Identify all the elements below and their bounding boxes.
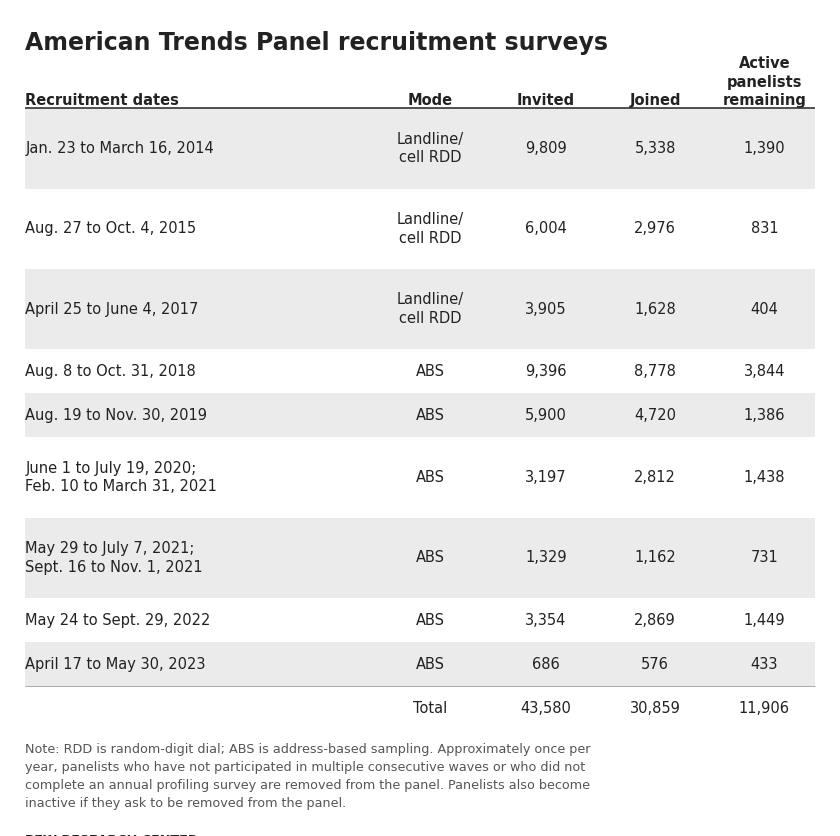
Text: 3,354: 3,354 [525, 613, 567, 628]
Text: ABS: ABS [416, 550, 445, 565]
Text: 576: 576 [641, 656, 669, 671]
Bar [25, 269, 815, 349]
Text: Landline/
cell RDD: Landline/ cell RDD [397, 293, 464, 326]
Text: Total: Total [413, 701, 448, 716]
Text: June 1 to July 19, 2020;
Feb. 10 to March 31, 2021: June 1 to July 19, 2020; Feb. 10 to Marc… [25, 461, 217, 494]
Text: 3,905: 3,905 [525, 302, 567, 317]
Text: 5,338: 5,338 [634, 141, 676, 156]
Text: Aug. 19 to Nov. 30, 2019: Aug. 19 to Nov. 30, 2019 [25, 408, 207, 423]
Text: Active
panelists
remaining: Active panelists remaining [722, 56, 806, 109]
Text: 4,720: 4,720 [634, 408, 676, 423]
Text: 9,809: 9,809 [525, 141, 567, 156]
Text: 43,580: 43,580 [521, 701, 571, 716]
Text: 404: 404 [750, 302, 779, 317]
Text: 2,976: 2,976 [634, 222, 676, 237]
Text: 831: 831 [751, 222, 778, 237]
Text: 1,628: 1,628 [634, 302, 676, 317]
Text: 2,869: 2,869 [634, 613, 676, 628]
Text: April 17 to May 30, 2023: April 17 to May 30, 2023 [25, 656, 206, 671]
Text: Aug. 8 to Oct. 31, 2018: Aug. 8 to Oct. 31, 2018 [25, 364, 196, 379]
Text: 2,812: 2,812 [634, 470, 676, 485]
Text: 9,396: 9,396 [525, 364, 567, 379]
Text: ABS: ABS [416, 613, 445, 628]
Text: American Trends Panel recruitment surveys: American Trends Panel recruitment survey… [25, 32, 608, 55]
Text: ABS: ABS [416, 470, 445, 485]
Text: 11,906: 11,906 [739, 701, 790, 716]
Text: 1,329: 1,329 [525, 550, 567, 565]
Text: May 29 to July 7, 2021;
Sept. 16 to Nov. 1, 2021: May 29 to July 7, 2021; Sept. 16 to Nov.… [25, 541, 202, 575]
Text: 30,859: 30,859 [630, 701, 680, 716]
Text: Recruitment dates: Recruitment dates [25, 94, 179, 109]
Text: 731: 731 [750, 550, 779, 565]
Text: Mode: Mode [408, 94, 453, 109]
Text: PEW RESEARCH CENTER: PEW RESEARCH CENTER [25, 833, 198, 836]
Text: 8,778: 8,778 [634, 364, 676, 379]
Bar [25, 517, 815, 598]
Text: 1,386: 1,386 [743, 408, 785, 423]
Text: 5,900: 5,900 [525, 408, 567, 423]
Bar [25, 394, 815, 437]
Text: April 25 to June 4, 2017: April 25 to June 4, 2017 [25, 302, 198, 317]
Text: Invited: Invited [517, 94, 575, 109]
Text: 6,004: 6,004 [525, 222, 567, 237]
Text: May 24 to Sept. 29, 2022: May 24 to Sept. 29, 2022 [25, 613, 211, 628]
Text: ABS: ABS [416, 408, 445, 423]
Text: Landline/
cell RDD: Landline/ cell RDD [397, 212, 464, 246]
Text: Joined: Joined [629, 94, 681, 109]
Text: 1,449: 1,449 [743, 613, 785, 628]
Bar [25, 109, 815, 189]
Text: 1,162: 1,162 [634, 550, 676, 565]
Text: Aug. 27 to Oct. 4, 2015: Aug. 27 to Oct. 4, 2015 [25, 222, 197, 237]
Text: Landline/
cell RDD: Landline/ cell RDD [397, 132, 464, 166]
Text: 686: 686 [532, 656, 560, 671]
Text: 3,844: 3,844 [743, 364, 785, 379]
Text: ABS: ABS [416, 656, 445, 671]
Text: 3,197: 3,197 [525, 470, 567, 485]
Text: Note: RDD is random-digit dial; ABS is address-based sampling. Approximately onc: Note: RDD is random-digit dial; ABS is a… [25, 742, 591, 810]
Text: 1,390: 1,390 [743, 141, 785, 156]
Text: 1,438: 1,438 [743, 470, 785, 485]
Text: ABS: ABS [416, 364, 445, 379]
Text: 433: 433 [751, 656, 778, 671]
Bar [25, 642, 815, 686]
Text: Jan. 23 to March 16, 2014: Jan. 23 to March 16, 2014 [25, 141, 214, 156]
